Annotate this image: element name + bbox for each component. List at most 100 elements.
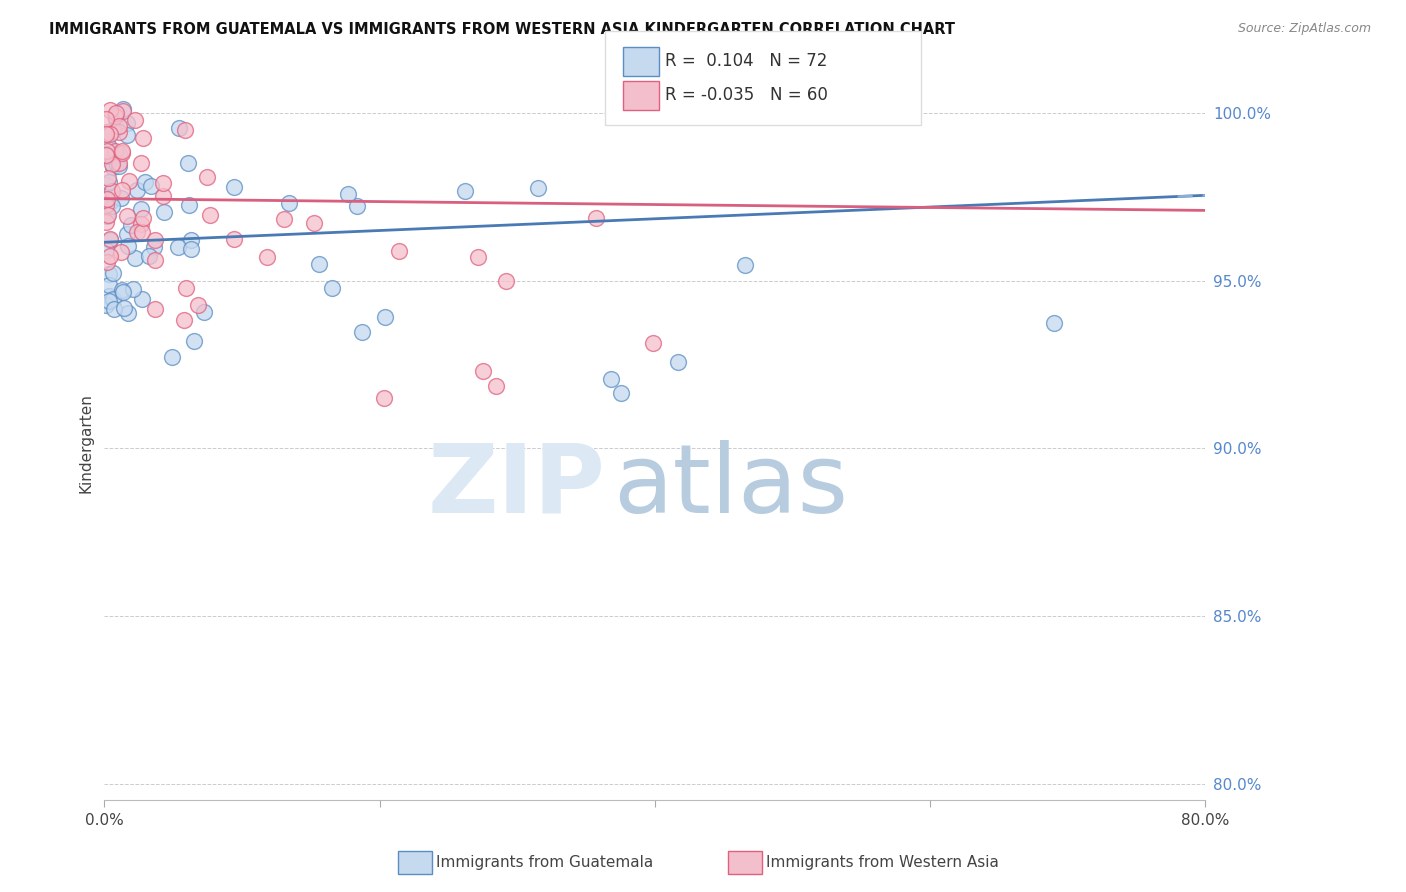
Point xyxy=(110,144,132,158)
Point xyxy=(132,131,155,145)
Point xyxy=(111,104,134,119)
Point xyxy=(143,240,166,254)
Point xyxy=(104,156,127,170)
Point xyxy=(94,112,117,127)
Point xyxy=(108,156,131,170)
Point xyxy=(98,294,121,309)
Point xyxy=(138,249,160,263)
Point xyxy=(98,175,121,189)
Point xyxy=(98,140,121,154)
Point xyxy=(96,254,118,268)
Point xyxy=(132,211,155,225)
Point xyxy=(187,298,209,312)
Point xyxy=(124,112,146,127)
Point xyxy=(610,386,633,401)
Point xyxy=(111,102,134,116)
Point xyxy=(115,128,138,142)
Point xyxy=(472,364,495,378)
Point xyxy=(180,233,202,247)
Point xyxy=(585,211,607,226)
Point xyxy=(302,216,325,230)
Text: Source: ZipAtlas.com: Source: ZipAtlas.com xyxy=(1237,22,1371,36)
Point xyxy=(115,116,138,130)
Point xyxy=(111,285,134,299)
Point xyxy=(134,175,156,189)
Point xyxy=(94,197,117,211)
Point xyxy=(98,103,121,118)
Point xyxy=(98,278,121,293)
Point xyxy=(98,127,121,141)
Point xyxy=(98,249,121,263)
Point xyxy=(98,233,121,247)
Point xyxy=(96,209,118,223)
Point xyxy=(131,202,153,216)
Text: R =  0.104   N = 72: R = 0.104 N = 72 xyxy=(665,52,827,70)
Point xyxy=(118,174,141,188)
Point xyxy=(373,391,395,405)
Point xyxy=(152,189,174,203)
Point xyxy=(174,281,197,295)
Point xyxy=(96,193,118,207)
Point xyxy=(153,204,176,219)
Point xyxy=(97,267,120,281)
Point xyxy=(467,250,489,264)
Text: ZIP: ZIP xyxy=(427,440,605,533)
Point xyxy=(495,274,517,288)
Point xyxy=(485,379,508,393)
Point xyxy=(110,244,132,259)
Point xyxy=(98,194,121,209)
Point xyxy=(198,208,221,222)
Point xyxy=(96,147,118,161)
Point xyxy=(117,238,139,252)
Point xyxy=(308,257,330,271)
Point xyxy=(222,180,245,194)
Point xyxy=(104,109,127,123)
Point xyxy=(97,289,120,303)
Y-axis label: Kindergarten: Kindergarten xyxy=(79,393,93,493)
Point xyxy=(180,242,202,256)
Point xyxy=(97,171,120,186)
Point xyxy=(131,292,153,306)
Point xyxy=(111,145,134,160)
Point xyxy=(177,155,200,169)
Point xyxy=(131,156,153,170)
Point xyxy=(374,310,396,325)
Point xyxy=(167,240,190,254)
Point xyxy=(105,112,128,126)
Text: IMMIGRANTS FROM GUATEMALA VS IMMIGRANTS FROM WESTERN ASIA KINDERGARTEN CORRELATI: IMMIGRANTS FROM GUATEMALA VS IMMIGRANTS … xyxy=(49,22,955,37)
Point xyxy=(143,252,166,267)
Point xyxy=(98,232,121,246)
Point xyxy=(346,199,368,213)
Point xyxy=(94,128,117,142)
Point xyxy=(94,243,117,257)
Point xyxy=(117,306,139,320)
Point xyxy=(94,298,117,312)
Point xyxy=(108,147,131,161)
Point xyxy=(143,233,166,247)
Point xyxy=(277,196,299,211)
Point xyxy=(115,227,138,241)
Point xyxy=(388,244,411,259)
Text: atlas: atlas xyxy=(613,440,848,533)
Point xyxy=(527,181,550,195)
Point xyxy=(125,225,148,239)
Point xyxy=(129,217,152,231)
Point xyxy=(94,126,117,140)
Point xyxy=(105,106,128,120)
Point xyxy=(143,301,166,316)
Point xyxy=(110,191,132,205)
Point xyxy=(97,149,120,163)
Point xyxy=(103,301,125,316)
Point xyxy=(173,123,195,137)
Text: R = -0.035   N = 60: R = -0.035 N = 60 xyxy=(665,86,828,103)
Point xyxy=(104,145,127,159)
Point xyxy=(94,147,117,161)
Point xyxy=(94,178,117,192)
Point xyxy=(734,258,756,272)
Point xyxy=(111,283,134,297)
Point xyxy=(115,209,138,223)
Point xyxy=(124,251,146,265)
Point xyxy=(107,159,129,173)
Point xyxy=(122,283,145,297)
Point xyxy=(97,137,120,152)
